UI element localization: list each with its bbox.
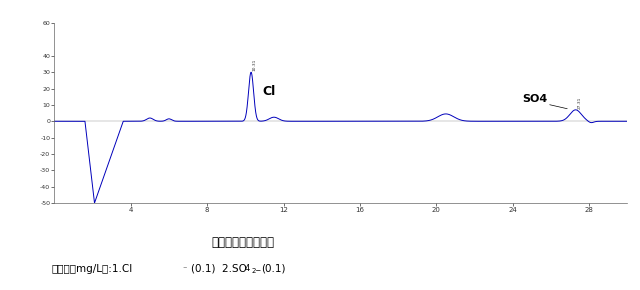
Text: 混合标准溶液色谱图: 混合标准溶液色谱图: [212, 236, 275, 249]
Text: Cl: Cl: [262, 85, 276, 98]
Text: (0.1): (0.1): [261, 264, 285, 274]
Text: 4: 4: [245, 264, 250, 273]
Text: ⁻: ⁻: [182, 264, 187, 273]
Text: 27.31: 27.31: [577, 97, 581, 109]
Text: SO4: SO4: [522, 94, 547, 104]
Text: 色谱峰（mg/L）:1.Cl: 色谱峰（mg/L）:1.Cl: [51, 264, 132, 274]
Text: 2−: 2−: [252, 268, 262, 274]
Text: (0.1)  2.SO: (0.1) 2.SO: [191, 264, 246, 274]
Text: 10.31: 10.31: [253, 59, 257, 71]
